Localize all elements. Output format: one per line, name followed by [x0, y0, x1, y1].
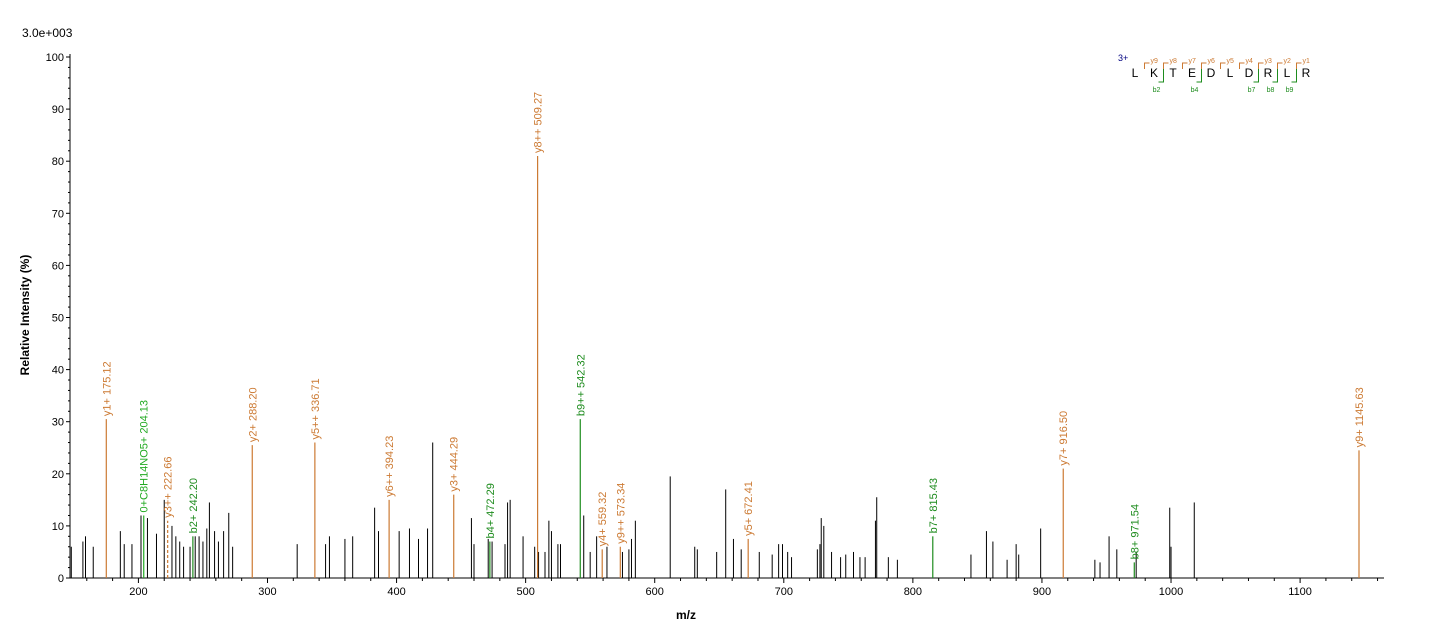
y-ion-bracket: [1163, 62, 1169, 69]
y-ion-label: y1: [1303, 58, 1311, 65]
y-ion-bracket: [1258, 62, 1264, 69]
peak-labels: y1+ 175.12 0+C8H14NO5+ 204.13 y3++ 222.66 b…: [101, 92, 1366, 560]
peak-label: y3++ 222.66: [163, 457, 175, 518]
b-ion-label: b8: [1267, 87, 1275, 94]
peak-label: y6++ 394.23: [384, 436, 396, 497]
y-ion-label: y9: [1151, 58, 1159, 65]
sequence-residue: D: [1245, 66, 1254, 80]
y-ion-bracket: [1220, 62, 1226, 69]
x-tick-label: 300: [258, 586, 276, 598]
y-ion-label: y4: [1246, 58, 1254, 65]
x-tick-label: 500: [516, 586, 534, 598]
sequence-residue: R: [1302, 66, 1311, 80]
sequence-residue: E: [1188, 66, 1196, 80]
y-tick-label: 10: [52, 521, 64, 533]
sequence-charge: 3+: [1118, 53, 1128, 63]
peak-label: y5++ 336.71: [310, 378, 322, 439]
y-tick-label: 50: [52, 313, 64, 325]
b-ion-bracket: [1158, 69, 1164, 83]
y-ion-bracket: [1201, 62, 1207, 69]
sequence-residue: L: [1132, 66, 1139, 80]
y-tick-label: 40: [52, 365, 64, 377]
x-tick-label: 1000: [1159, 586, 1183, 598]
y-tick-label: 30: [52, 417, 64, 429]
x-tick-label: 600: [646, 586, 664, 598]
b-ion-label: b2: [1153, 87, 1161, 94]
y-tick-label: 60: [52, 260, 64, 272]
sequence-residue: D: [1207, 66, 1216, 80]
peak-label: b9++ 542.32: [575, 354, 587, 416]
peak-label: b7+ 815.43: [928, 478, 940, 533]
y-ion-label: y7: [1189, 58, 1197, 65]
peak-label: y2+ 288.20: [247, 387, 259, 442]
y-ion-label: y6: [1208, 58, 1216, 65]
b-ion-label: b9: [1286, 87, 1294, 94]
y-tick-label: 90: [52, 104, 64, 116]
y-tick-label: 20: [52, 469, 64, 481]
sequence-residue: T: [1169, 66, 1177, 80]
peak-label: y5+ 672.41: [743, 481, 755, 536]
x-tick-label: 900: [1033, 586, 1051, 598]
y-ion-bracket: [1277, 62, 1283, 69]
sequence-residue: R: [1264, 66, 1273, 80]
peak-label: y4+ 559.32: [597, 492, 609, 547]
b-ion-bracket: [1272, 69, 1278, 83]
intensity-scale-label: 3.0e+003: [22, 26, 73, 40]
x-axis-title: m/z: [676, 608, 696, 622]
peak-label: y1+ 175.12: [101, 361, 113, 416]
peak-label: y3+ 444.29: [449, 437, 461, 492]
y-ion-bracket: [1182, 62, 1188, 69]
x-tick-label: 800: [904, 586, 922, 598]
y-ion-label: y3: [1265, 58, 1273, 65]
y-tick-label: 0: [58, 573, 64, 585]
peak-label: y9++ 573.34: [615, 483, 627, 544]
y-ion-label: y5: [1227, 58, 1235, 65]
y-tick-label: 80: [52, 156, 64, 168]
sequence-residue: L: [1284, 66, 1291, 80]
b-ion-bracket: [1253, 69, 1259, 83]
b-ion-label: b7: [1248, 87, 1256, 94]
sequence-residue: L: [1227, 66, 1234, 80]
peak-label: y7+ 916.50: [1058, 411, 1070, 466]
y-ion-bracket: [1144, 62, 1150, 69]
y-ion-bracket: [1239, 62, 1245, 69]
b-ion-label: b4: [1191, 87, 1199, 94]
x-tick-label: 700: [775, 586, 793, 598]
y-tick-label: 100: [46, 52, 64, 64]
x-tick-label: 400: [387, 586, 405, 598]
peak-label: 0+C8H14NO5+ 204.13: [139, 400, 151, 513]
y-axis-title: Relative Intensity (%): [18, 255, 32, 376]
peak-label: y9+ 1145.63: [1354, 387, 1366, 447]
peak-label: b4+ 472.29: [485, 483, 497, 538]
b-ion-bracket: [1291, 69, 1297, 83]
y-ion-bracket: [1296, 62, 1302, 69]
peak-label: y8++ 509.27: [533, 92, 545, 153]
x-tick-label: 1100: [1288, 586, 1312, 598]
x-tick-label: 200: [129, 586, 147, 598]
axes: 0 10 20 30 40 50 60 70 80 90 100 200 300 400 500 600 700…: [46, 52, 1384, 598]
sequence-residue: K: [1150, 66, 1158, 80]
y-ion-label: y2: [1284, 58, 1292, 65]
peaks: [70, 155, 1360, 578]
peak-label: b8+ 971.54: [1129, 504, 1141, 559]
peak-label: b2+ 242.20: [188, 478, 200, 533]
b-ion-bracket: [1196, 69, 1202, 83]
y-ion-label: y8: [1170, 58, 1178, 65]
y-tick-label: 70: [52, 208, 64, 220]
